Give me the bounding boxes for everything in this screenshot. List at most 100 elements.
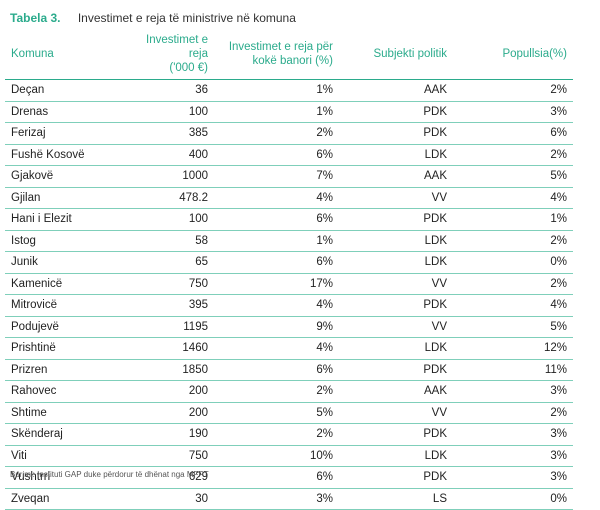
cell-popullsia: 2%: [453, 79, 573, 102]
cell-investimet: 100: [125, 101, 214, 123]
cell-popullsia: 6%: [453, 122, 573, 145]
cell-komuna: Fushë Kosovë: [5, 144, 125, 166]
header-subjekti: Subjekti politik: [339, 33, 453, 80]
table-row: Shtime 200 5% VV 2%: [5, 402, 573, 424]
cell-komuna: Kamenicë: [5, 273, 125, 295]
table-row: Viti 750 10% LDK 3%: [5, 445, 573, 467]
cell-investimet: 1195: [125, 316, 214, 338]
cell-subjekti: AAK: [339, 380, 453, 403]
cell-subjekti: PDK: [339, 423, 453, 446]
header-per-koke: Investimet e reja për kokë banori (%): [214, 33, 339, 80]
cell-investimet: 385: [125, 122, 214, 145]
cell-popullsia: 0%: [453, 488, 573, 510]
cell-subjekti: LDK: [339, 144, 453, 166]
table-header-row: Komuna Investimet e reja ('000 €) Invest…: [5, 33, 573, 80]
cell-subjekti: VV: [339, 402, 453, 424]
cell-investimet: 1460: [125, 337, 214, 360]
cell-subjekti: AAK: [339, 79, 453, 102]
investments-table: Komuna Investimet e reja ('000 €) Invest…: [5, 33, 573, 510]
header-investimet-line2: ('000 €): [169, 62, 208, 74]
cell-komuna: Viti: [5, 445, 125, 467]
cell-per-koke: 1%: [214, 101, 339, 123]
cell-per-koke: 2%: [214, 380, 339, 403]
cell-investimet: 400: [125, 144, 214, 166]
cell-subjekti: AAK: [339, 165, 453, 188]
table-row: Ferizaj 385 2% PDK 6%: [5, 122, 573, 145]
table-row: Podujevë 1195 9% VV 5%: [5, 316, 573, 338]
cell-investimet: 1000: [125, 165, 214, 188]
cell-popullsia: 0%: [453, 251, 573, 274]
cell-popullsia: 12%: [453, 337, 573, 360]
cell-per-koke: 5%: [214, 402, 339, 424]
cell-subjekti: VV: [339, 273, 453, 295]
cell-popullsia: 4%: [453, 187, 573, 209]
header-per-koke-line2: kokë banori (%): [252, 55, 333, 67]
cell-per-koke: 2%: [214, 122, 339, 145]
header-popullsia: Popullsia(%): [453, 33, 573, 80]
cell-popullsia: 3%: [453, 445, 573, 467]
cell-komuna: Mitrovicë: [5, 294, 125, 317]
cell-investimet: 30: [125, 488, 214, 510]
table-caption: Tabela 3. Investimet e reja të ministriv…: [10, 11, 296, 25]
cell-investimet: 200: [125, 380, 214, 403]
header-investimet-line1: Investimet e reja: [146, 34, 208, 60]
cell-investimet: 750: [125, 445, 214, 467]
cell-subjekti: PDK: [339, 294, 453, 317]
cell-komuna: Shtime: [5, 402, 125, 424]
cell-komuna: Hani i Elezit: [5, 208, 125, 231]
table-row: Kamenicë 750 17% VV 2%: [5, 273, 573, 295]
table-row: Rahovec 200 2% AAK 3%: [5, 380, 573, 403]
table-row: Fushë Kosovë 400 6% LDK 2%: [5, 144, 573, 166]
cell-subjekti: LDK: [339, 445, 453, 467]
cell-per-koke: 10%: [214, 445, 339, 467]
cell-subjekti: LDK: [339, 337, 453, 360]
cell-komuna: Rahovec: [5, 380, 125, 403]
cell-popullsia: 5%: [453, 316, 573, 338]
cell-per-koke: 3%: [214, 488, 339, 510]
cell-popullsia: 2%: [453, 144, 573, 166]
cell-komuna: Istog: [5, 230, 125, 252]
cell-subjekti: LDK: [339, 251, 453, 274]
cell-subjekti: VV: [339, 316, 453, 338]
header-komuna: Komuna: [5, 33, 125, 80]
table-number-label: Tabela 3.: [10, 11, 61, 25]
table-row: Mitrovicë 395 4% PDK 4%: [5, 294, 573, 317]
cell-komuna: Zveqan: [5, 488, 125, 510]
cell-per-koke: 4%: [214, 187, 339, 209]
cell-investimet: 750: [125, 273, 214, 295]
cell-komuna: Skënderaj: [5, 423, 125, 446]
table-row: Deçan 36 1% AAK 2%: [5, 79, 573, 102]
cell-popullsia: 2%: [453, 273, 573, 295]
cell-subjekti: PDK: [339, 359, 453, 381]
header-investimet: Investimet e reja ('000 €): [125, 33, 214, 80]
cell-popullsia: 1%: [453, 208, 573, 231]
cell-investimet: 478.2: [125, 187, 214, 209]
cell-per-koke: 17%: [214, 273, 339, 295]
cell-investimet: 200: [125, 402, 214, 424]
cell-popullsia: 11%: [453, 359, 573, 381]
cell-investimet: 395: [125, 294, 214, 317]
cell-per-koke: 4%: [214, 294, 339, 317]
table-row: Gjilan 478.2 4% VV 4%: [5, 187, 573, 209]
cell-komuna: Deçan: [5, 79, 125, 102]
cell-per-koke: 6%: [214, 359, 339, 381]
cell-komuna: Ferizaj: [5, 122, 125, 145]
cell-per-koke: 9%: [214, 316, 339, 338]
cell-subjekti: VV: [339, 187, 453, 209]
cell-per-koke: 6%: [214, 251, 339, 274]
cell-investimet: 100: [125, 208, 214, 231]
table-row: Skënderaj 190 2% PDK 3%: [5, 423, 573, 446]
cell-subjekti: PDK: [339, 101, 453, 123]
cell-per-koke: 6%: [214, 208, 339, 231]
table-title: Investimet e reja të ministrive në komun…: [77, 11, 296, 25]
cell-komuna: Podujevë: [5, 316, 125, 338]
cell-investimet: 190: [125, 423, 214, 446]
table-row: Prizren 1850 6% PDK 11%: [5, 359, 573, 381]
cell-popullsia: 5%: [453, 165, 573, 188]
cell-popullsia: 3%: [453, 101, 573, 123]
table-body: Deçan 36 1% AAK 2% Drenas 100 1% PDK 3% Ferizaj 385…: [5, 79, 573, 510]
cell-popullsia: 3%: [453, 380, 573, 403]
cell-popullsia: 3%: [453, 423, 573, 446]
cell-komuna: Prishtinë: [5, 337, 125, 360]
cell-popullsia: 2%: [453, 230, 573, 252]
